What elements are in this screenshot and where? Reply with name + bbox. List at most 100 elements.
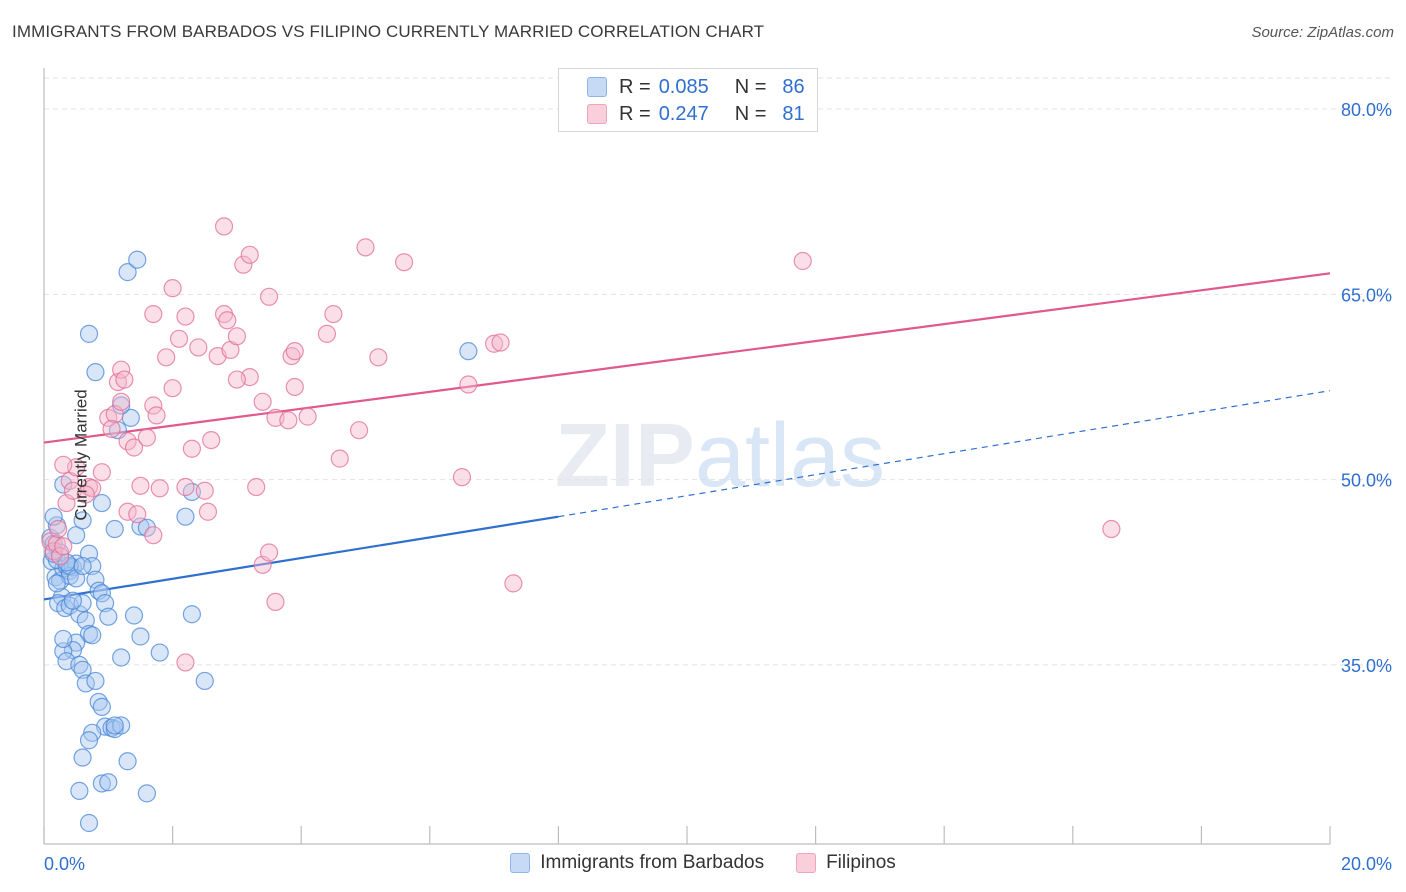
point-filipinos bbox=[317, 324, 337, 343]
point-filipinos bbox=[198, 502, 218, 521]
point-filipinos bbox=[394, 253, 414, 272]
axes bbox=[43, 68, 1331, 845]
point-filipinos bbox=[485, 334, 504, 353]
point-barbados bbox=[124, 606, 144, 625]
point-filipinos bbox=[793, 251, 812, 271]
point-barbados bbox=[73, 511, 92, 530]
point-filipinos bbox=[137, 428, 156, 447]
point-filipinos bbox=[131, 476, 150, 495]
legend-swatch-barbados bbox=[510, 853, 531, 873]
point-barbados bbox=[176, 507, 195, 526]
y-tick-label: 50.0% bbox=[1341, 471, 1392, 491]
point-barbados bbox=[92, 697, 111, 716]
y-tick-label: 80.0% bbox=[1341, 100, 1392, 120]
point-filipinos bbox=[218, 311, 237, 330]
point-barbados bbox=[73, 660, 92, 679]
n-value: 81 bbox=[782, 102, 805, 125]
point-barbados bbox=[73, 748, 92, 767]
point-barbados bbox=[73, 556, 92, 576]
point-filipinos bbox=[157, 348, 176, 367]
point-filipinos bbox=[163, 379, 182, 398]
r-label: R = bbox=[619, 75, 651, 98]
point-barbados bbox=[54, 642, 73, 661]
x-tick-label: 0.0% bbox=[44, 854, 85, 874]
point-barbados bbox=[182, 605, 201, 624]
point-filipinos bbox=[202, 430, 221, 450]
point-barbados bbox=[83, 556, 102, 576]
point-filipinos bbox=[330, 449, 349, 468]
point-filipinos bbox=[259, 543, 279, 562]
point-barbados bbox=[99, 607, 118, 626]
point-barbados bbox=[92, 493, 111, 513]
point-filipinos bbox=[285, 377, 304, 397]
point-barbados bbox=[105, 519, 124, 539]
point-filipinos bbox=[504, 574, 523, 593]
point-filipinos bbox=[214, 217, 234, 236]
watermark: ZIPatlas bbox=[555, 406, 885, 506]
point-filipinos bbox=[356, 238, 375, 257]
point-filipinos bbox=[259, 287, 279, 306]
point-barbados bbox=[459, 342, 478, 361]
point-barbados bbox=[86, 671, 105, 691]
point-filipinos bbox=[102, 419, 121, 439]
point-barbados bbox=[112, 648, 131, 667]
point-filipinos bbox=[285, 342, 304, 361]
point-filipinos bbox=[124, 438, 144, 457]
y-tick-label: 65.0% bbox=[1341, 285, 1392, 305]
point-barbados bbox=[150, 643, 169, 662]
point-filipinos bbox=[112, 392, 131, 411]
point-filipinos bbox=[115, 370, 134, 389]
r-value: 0.085 bbox=[658, 75, 709, 98]
trend-line-barbados-extension bbox=[558, 390, 1331, 518]
chart-title: IMMIGRANTS FROM BARBADOS VS FILIPINO CUR… bbox=[12, 22, 765, 41]
point-barbados bbox=[118, 263, 137, 282]
point-filipinos bbox=[491, 333, 510, 352]
n-label: N = bbox=[734, 75, 767, 98]
point-filipinos bbox=[195, 481, 214, 500]
series-legend: Immigrants from Barbados Filipinos bbox=[0, 852, 1406, 874]
point-filipinos bbox=[150, 479, 169, 498]
point-filipinos bbox=[176, 307, 195, 326]
point-filipinos bbox=[459, 375, 478, 394]
r-label: R = bbox=[619, 102, 651, 125]
point-filipinos bbox=[452, 468, 472, 487]
point-barbados bbox=[79, 731, 99, 750]
legend-item-barbados: Immigrants from Barbados bbox=[510, 852, 764, 874]
point-barbados bbox=[137, 784, 156, 803]
trend-line-filipinos bbox=[43, 272, 1331, 444]
source-label: Source: ZipAtlas.com bbox=[1251, 24, 1394, 41]
point-filipinos bbox=[176, 477, 195, 497]
point-filipinos bbox=[227, 370, 246, 389]
legend-label-barbados: Immigrants from Barbados bbox=[540, 852, 765, 873]
legend-item-filipinos: Filipinos bbox=[796, 852, 896, 874]
point-barbados bbox=[118, 752, 137, 771]
point-barbados bbox=[137, 518, 156, 537]
legend-swatch-filipinos bbox=[796, 853, 817, 873]
point-barbados bbox=[105, 716, 124, 735]
point-filipinos bbox=[253, 392, 272, 411]
legend-swatch-barbados bbox=[587, 77, 607, 97]
point-barbados bbox=[86, 363, 105, 382]
point-barbados bbox=[79, 324, 99, 343]
y-tick-label: 35.0% bbox=[1341, 656, 1392, 676]
point-filipinos bbox=[182, 439, 201, 458]
point-filipinos bbox=[227, 327, 246, 346]
point-filipinos bbox=[234, 255, 253, 274]
point-barbados bbox=[92, 774, 111, 793]
n-label: N = bbox=[734, 102, 767, 125]
point-barbados bbox=[79, 813, 99, 833]
r-value: 0.247 bbox=[658, 102, 709, 125]
point-filipinos bbox=[128, 505, 147, 524]
point-barbados bbox=[95, 594, 115, 613]
point-filipinos bbox=[240, 245, 259, 264]
point-filipinos bbox=[144, 396, 163, 415]
point-filipinos bbox=[247, 477, 266, 497]
trend-line-barbados bbox=[43, 515, 559, 601]
point-filipinos bbox=[49, 519, 68, 539]
legend-label-filipinos: Filipinos bbox=[826, 852, 896, 873]
point-filipinos bbox=[298, 407, 317, 426]
tick-labels: 35.0% 50.0% 65.0% 80.0% 0.0% 20.0% bbox=[44, 100, 1392, 874]
point-barbados bbox=[70, 655, 89, 674]
point-filipinos bbox=[147, 406, 166, 425]
